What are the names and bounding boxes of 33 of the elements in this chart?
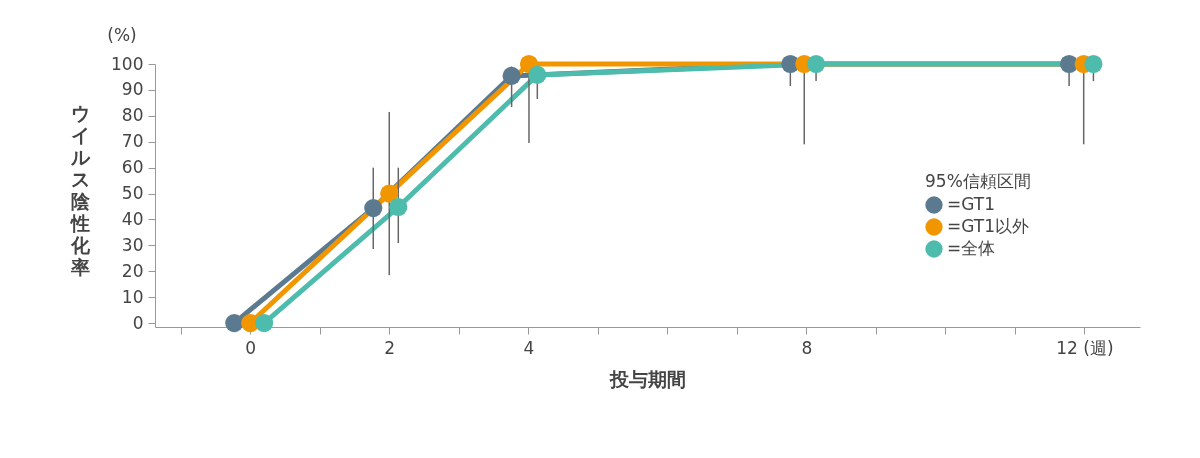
point [225,314,244,333]
y-tick-label: 20 [121,260,144,281]
point [364,199,383,218]
legend-label: =GT1以外 [947,216,1030,236]
y-tick-label: 60 [121,157,144,178]
y-axis-title: ウイルス陰性化率 [70,101,91,278]
point [806,54,826,74]
point [380,184,399,203]
x-tick-label: 2 [384,337,396,358]
y-tick-label: 80 [121,105,144,126]
point [389,197,408,217]
legend-title: 95%信頼区間 [925,171,1031,191]
point [528,65,547,84]
x-axis-title: 投与期間 [609,367,686,390]
x-tick-label: 0 [245,337,257,358]
x-tick-label: 12 (週) [1056,337,1114,358]
point [1084,54,1103,74]
y-tick-label: 90 [121,79,144,100]
y-tick-label: 30 [121,234,144,255]
point [1060,54,1079,74]
legend-label: =全体 [947,238,996,258]
point [255,314,274,333]
y-tick-label: 70 [121,131,144,152]
legend-label: =GT1 [947,194,996,214]
x-tick-label: 4 [523,337,535,358]
y-tick-label: 50 [121,183,144,204]
text: (%) [107,25,137,45]
point [502,66,521,85]
x-tick-label: 8 [801,337,813,358]
y-tick-label: 40 [121,208,144,229]
y-tick-label: 100 [111,53,144,74]
y-tick-label: 0 [132,312,144,333]
y-tick-label: 10 [121,286,144,307]
